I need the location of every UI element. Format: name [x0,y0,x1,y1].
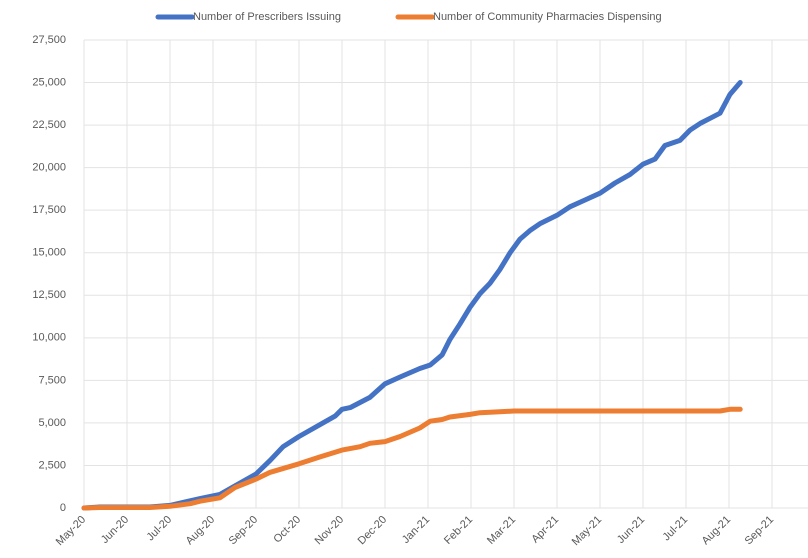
series-line [81,406,743,511]
y-tick-label: 5,000 [38,417,66,429]
x-tick-label: Aug-20 [184,514,218,548]
x-tick-label: May-21 [570,514,604,548]
x-tick-label: Apr-21 [529,514,561,546]
x-tick-label: Oct-20 [271,514,303,546]
x-tick-label: Dec-20 [356,514,390,548]
x-tick-label: Jan-21 [400,514,432,546]
x-tick-label: Aug-21 [700,514,734,548]
legend-label: Number of Community Pharmacies Dispensin… [433,11,662,23]
x-tick-label: May-20 [54,514,88,548]
x-tick-label: Mar-21 [485,514,518,547]
x-tick-label: Feb-21 [442,514,475,547]
x-tick-label: Nov-20 [313,514,347,548]
y-tick-label: 27,500 [32,34,66,46]
y-tick-label: 2,500 [38,459,66,471]
x-tick-label: Jun-20 [99,514,131,546]
y-tick-label: 25,000 [32,76,66,88]
y-tick-label: 17,500 [32,204,66,216]
y-tick-label: 20,000 [32,162,66,174]
y-tick-label: 7,500 [38,374,66,386]
x-tick-label: Sep-20 [227,514,261,548]
x-tick-label: Jul-21 [660,514,690,544]
x-tick-label: Jun-21 [615,514,647,546]
y-tick-label: 22,500 [32,119,66,131]
x-tick-label: Jul-20 [144,514,174,544]
y-tick-label: 15,000 [32,247,66,259]
legend-label: Number of Prescribers Issuing [193,11,341,23]
y-tick-label: 0 [60,502,66,514]
x-tick-label: Sep-21 [743,514,777,548]
y-tick-label: 10,000 [32,332,66,344]
y-tick-label: 12,500 [32,289,66,301]
